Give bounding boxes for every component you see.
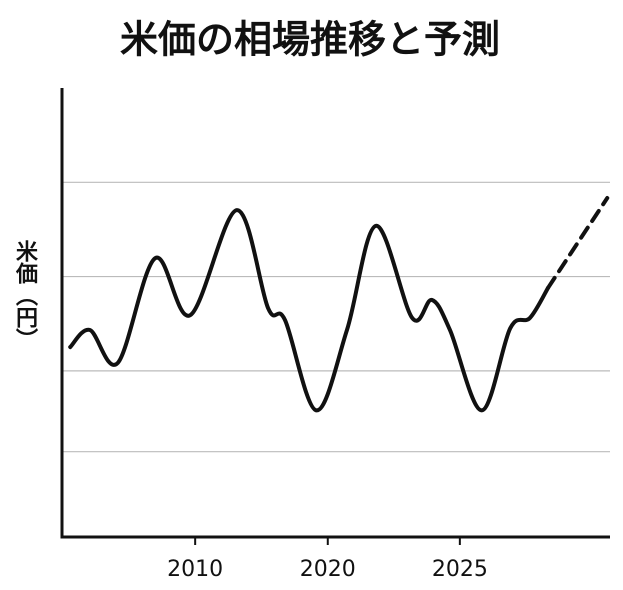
chart-title: 米価の相場推移と予測 xyxy=(120,18,500,62)
x-tick-label: 2010 xyxy=(167,557,223,582)
x-tick-label: 2025 xyxy=(432,557,488,582)
x-tick-label: 2020 xyxy=(300,557,356,582)
y-axis-label: 米価（円） xyxy=(12,240,39,350)
line xyxy=(68,208,551,413)
line xyxy=(546,196,610,290)
